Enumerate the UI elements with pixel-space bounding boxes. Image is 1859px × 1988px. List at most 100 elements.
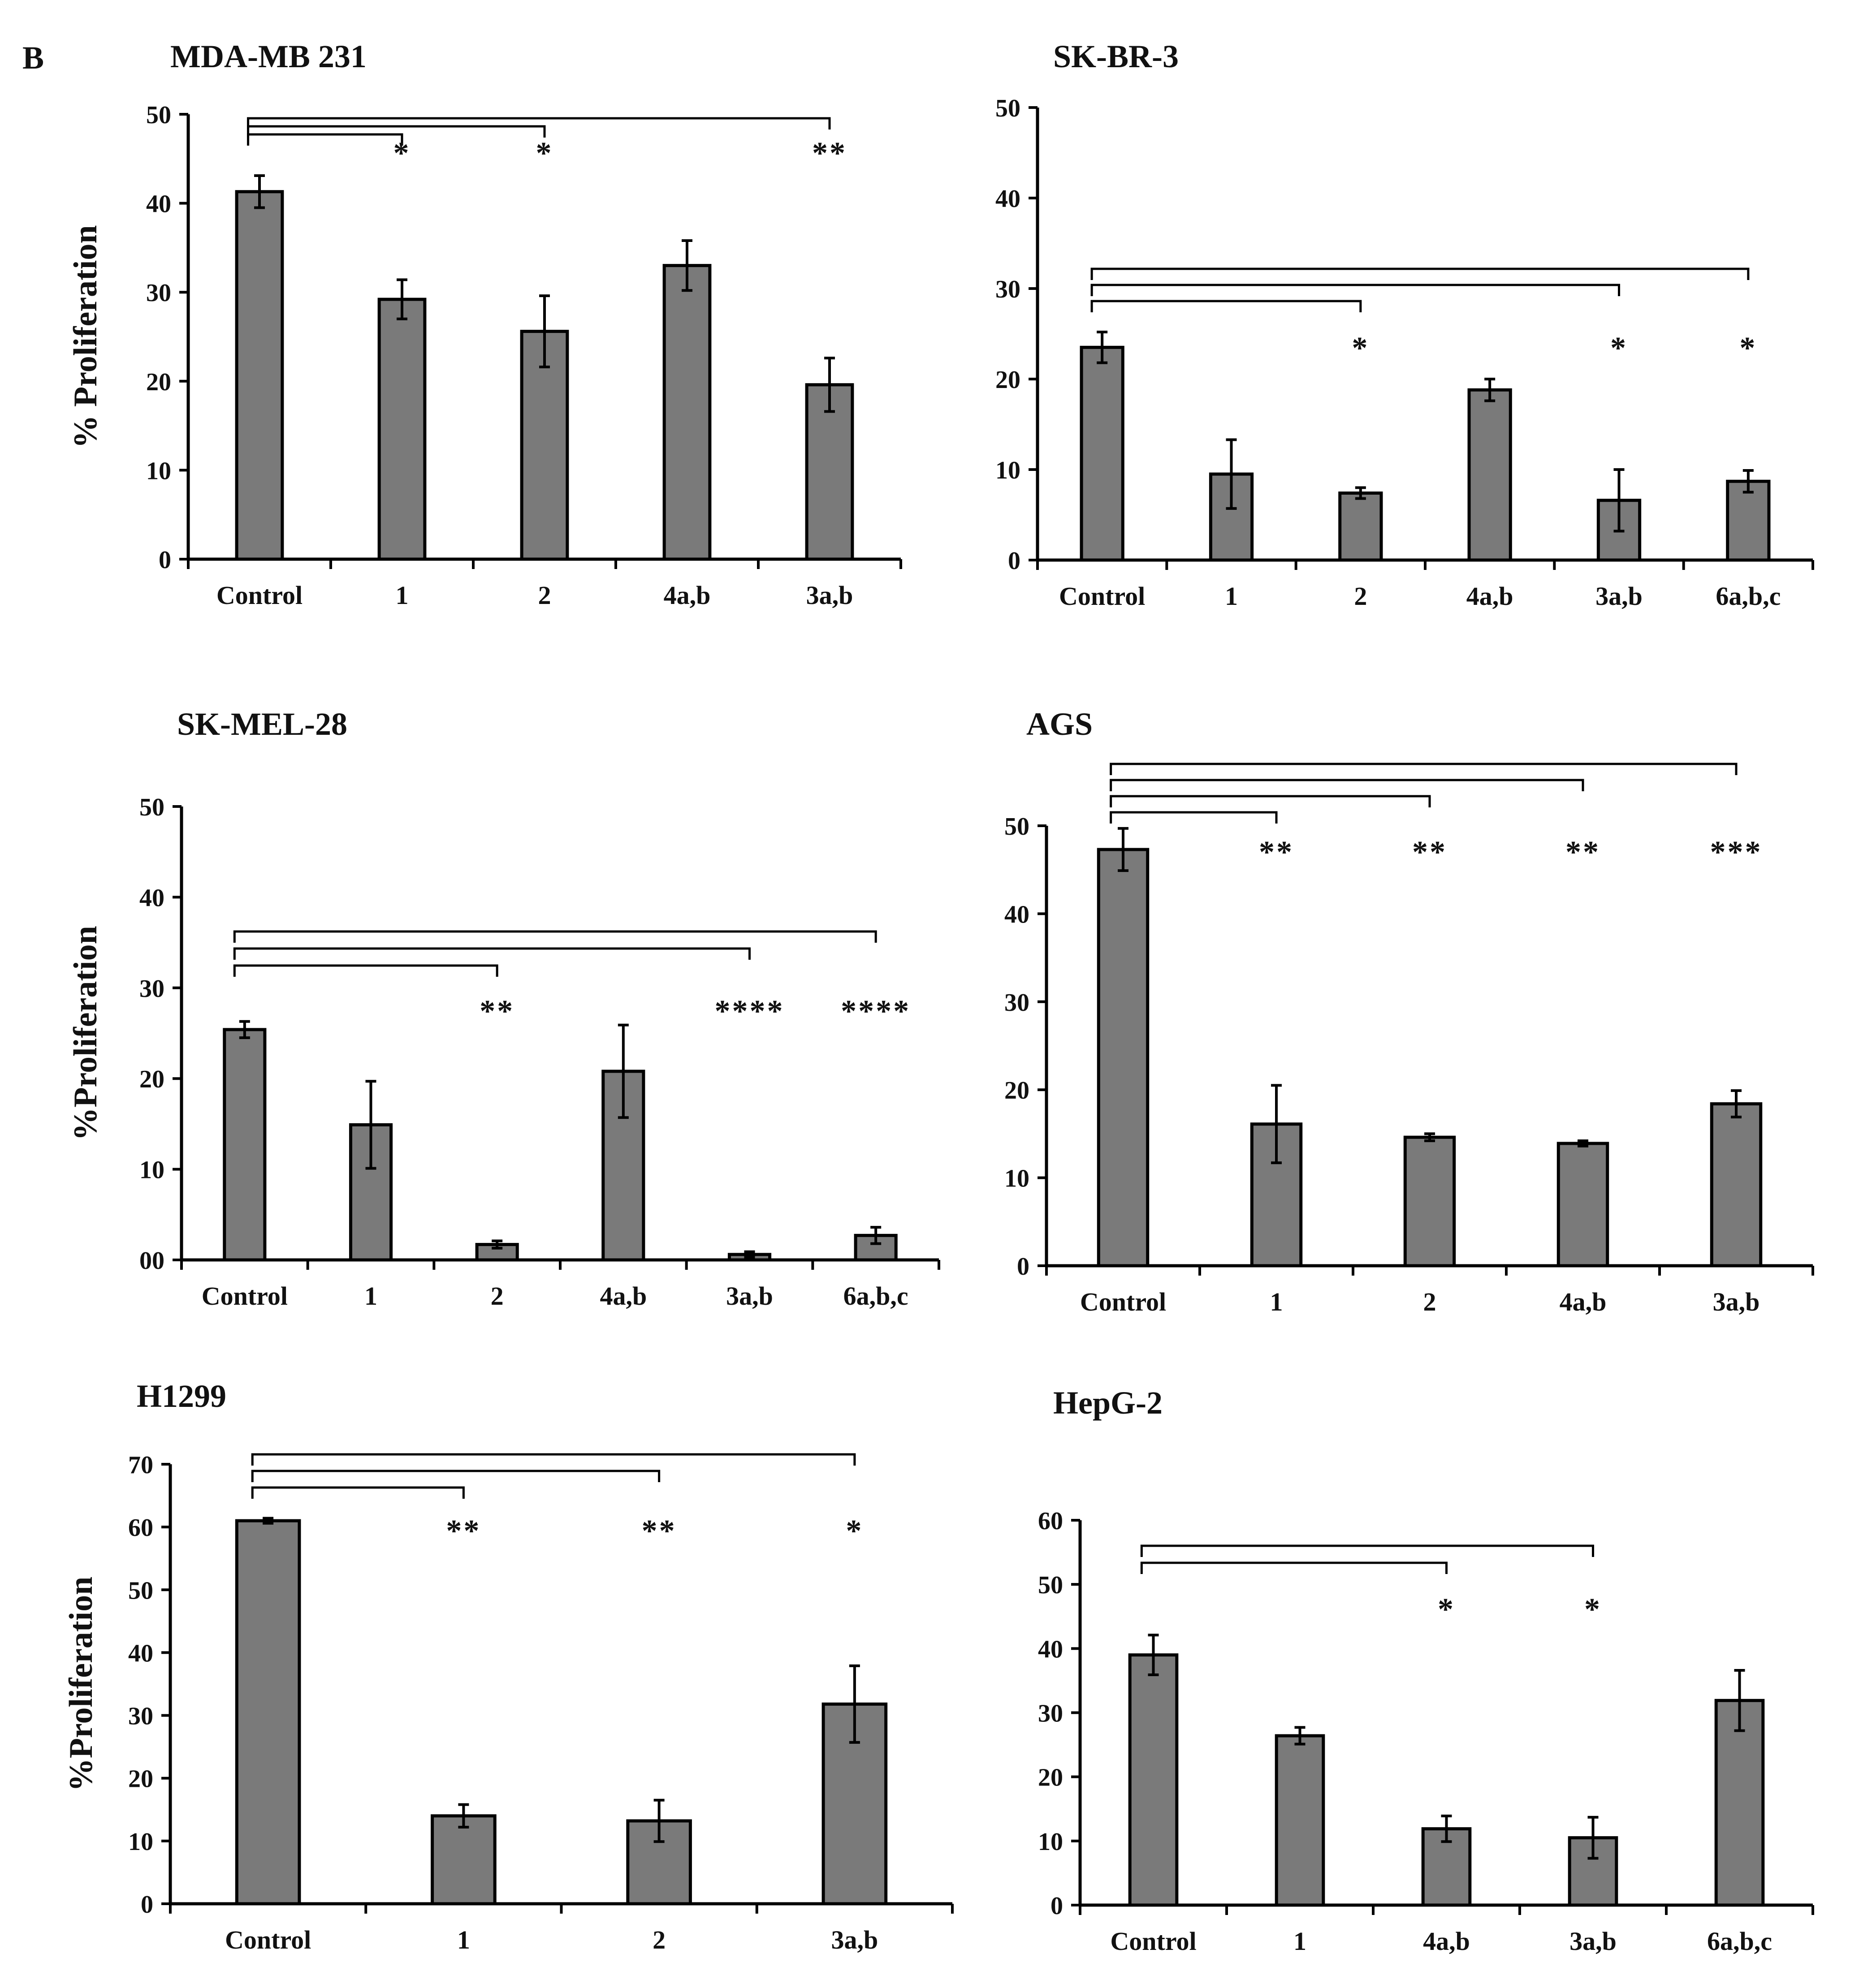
chart-5: H1299 %Proliferation 0 10 20 30 40 50 60 70 Contro… [63,1378,954,1954]
bar [431,1814,497,1906]
category-label: 4a,b [1560,1287,1607,1316]
bar [1556,1142,1609,1268]
chart-6: HepG-2 0 10 20 30 40 50 60 Control 1 4a,b 3a,b 6a,b,… [1038,1385,1814,1956]
y-tick-label: 30 [128,1703,153,1730]
significance-bracket [1110,811,1278,824]
significance-label: **** [715,994,785,1029]
category-label: 3a,b [806,581,853,610]
significance-label: * [536,136,553,171]
significance-bracket [1090,267,1750,280]
y-tick-label: 0 [1051,1892,1063,1920]
y-tick-label: 70 [128,1451,153,1479]
y-axis-label: % Proliferation [67,225,104,448]
y-tick-label: 10 [128,1828,153,1856]
chart-title: MDA-MB 231 [170,39,367,74]
category-label: 2 [538,581,551,610]
bar [1467,388,1512,562]
y-tick-label: 40 [1038,1635,1063,1663]
y-tick-label: 50 [128,1577,153,1604]
y-tick-label: 40 [1004,901,1029,928]
category-label: Control [202,1281,288,1311]
significance-bracket [251,1470,661,1482]
chart-2: SK-BR-3 0 10 20 30 40 50 Control 1 2 4a,b 3a,b 6a,b,… [995,39,1814,611]
category-label: 2 [1423,1287,1436,1316]
bar [1338,492,1383,562]
y-tick-label: 60 [1038,1507,1063,1535]
category-label: 6a,b,c [1716,582,1781,611]
y-tick-label: 30 [146,279,171,307]
significance-label: * [1438,1592,1455,1627]
significance-label: ** [1412,835,1447,870]
bar [1714,1699,1765,1907]
y-tick-label: 50 [995,95,1020,122]
y-tick-label: 20 [995,366,1020,394]
significance-bracket [247,125,546,138]
category-label: 4a,b [600,1281,647,1311]
y-tick-label: 40 [146,190,171,218]
category-label: 1 [1225,582,1238,611]
category-label: 4a,b [664,581,711,610]
y-tick-label: 0 [141,1891,153,1919]
significance-bracket [247,133,403,146]
y-tick-label: 20 [146,368,171,396]
category-label: Control [1059,582,1145,611]
y-tick-label: 50 [1004,813,1029,841]
category-label: 4a,b [1423,1927,1470,1956]
bar [520,330,569,561]
chart-title: AGS [1026,706,1093,742]
category-label: 6a,b,c [1707,1927,1772,1956]
bar [235,190,284,561]
category-label: 4a,b [1466,582,1513,611]
y-tick-label: 50 [1038,1571,1063,1599]
bar [377,298,427,561]
category-label: 2 [491,1281,504,1311]
bar [1128,1653,1179,1907]
bar [1710,1102,1763,1268]
significance-label: ** [480,994,514,1029]
category-label: 3a,b [1569,1927,1617,1956]
category-label: 1 [396,581,409,610]
y-tick-label: 10 [995,457,1020,484]
y-tick-label: 0 [159,546,171,574]
category-label: 3a,b [1713,1287,1760,1316]
significance-label: * [846,1514,863,1548]
y-axis-label: %Proliferation [67,926,104,1141]
charts-container: MDA-MB 231% Proliferation01020304050Cont… [63,39,1814,1956]
significance-bracket [1090,300,1362,312]
significance-label: **** [841,994,911,1029]
y-axis-label: %Proliferation [63,1577,99,1792]
category-label: 2 [653,1925,666,1954]
significance-label: * [1352,331,1369,366]
y-tick-label: 20 [139,1065,164,1093]
category-label: 1 [364,1281,377,1311]
category-label: Control [1110,1927,1196,1956]
significance-label: * [1610,331,1628,366]
y-tick-label: 10 [1038,1828,1063,1856]
chart-title: SK-MEL-28 [177,706,347,742]
category-label: 1 [1270,1287,1283,1316]
significance-bracket [247,117,831,129]
chart-3: SK-MEL-28 %Proliferation 00 10 20 30 40 50 Contr… [67,706,940,1311]
y-tick-label: 30 [995,276,1020,303]
significance-bracket [1090,284,1620,296]
significance-bracket [251,1486,465,1499]
significance-bracket [1110,795,1431,807]
category-label: 1 [1293,1927,1306,1956]
significance-label: ** [812,136,847,171]
y-tick-label: 0 [1017,1253,1029,1281]
y-tick-label: 30 [139,975,164,1003]
y-tick-label: 20 [1038,1764,1063,1792]
y-tick-label: 30 [1038,1700,1063,1728]
y-tick-label: 0 [1008,547,1020,575]
significance-label: ** [446,1514,481,1548]
significance-label: ** [1259,835,1294,870]
bar [805,383,854,561]
y-tick-label: 40 [139,884,164,912]
y-tick-label: 10 [139,1156,164,1184]
category-label: Control [216,581,303,610]
category-label: 1 [457,1925,470,1954]
category-label: 6a,b,c [843,1281,908,1311]
y-tick-label: 50 [146,101,171,129]
y-tick-label: 40 [128,1639,153,1667]
